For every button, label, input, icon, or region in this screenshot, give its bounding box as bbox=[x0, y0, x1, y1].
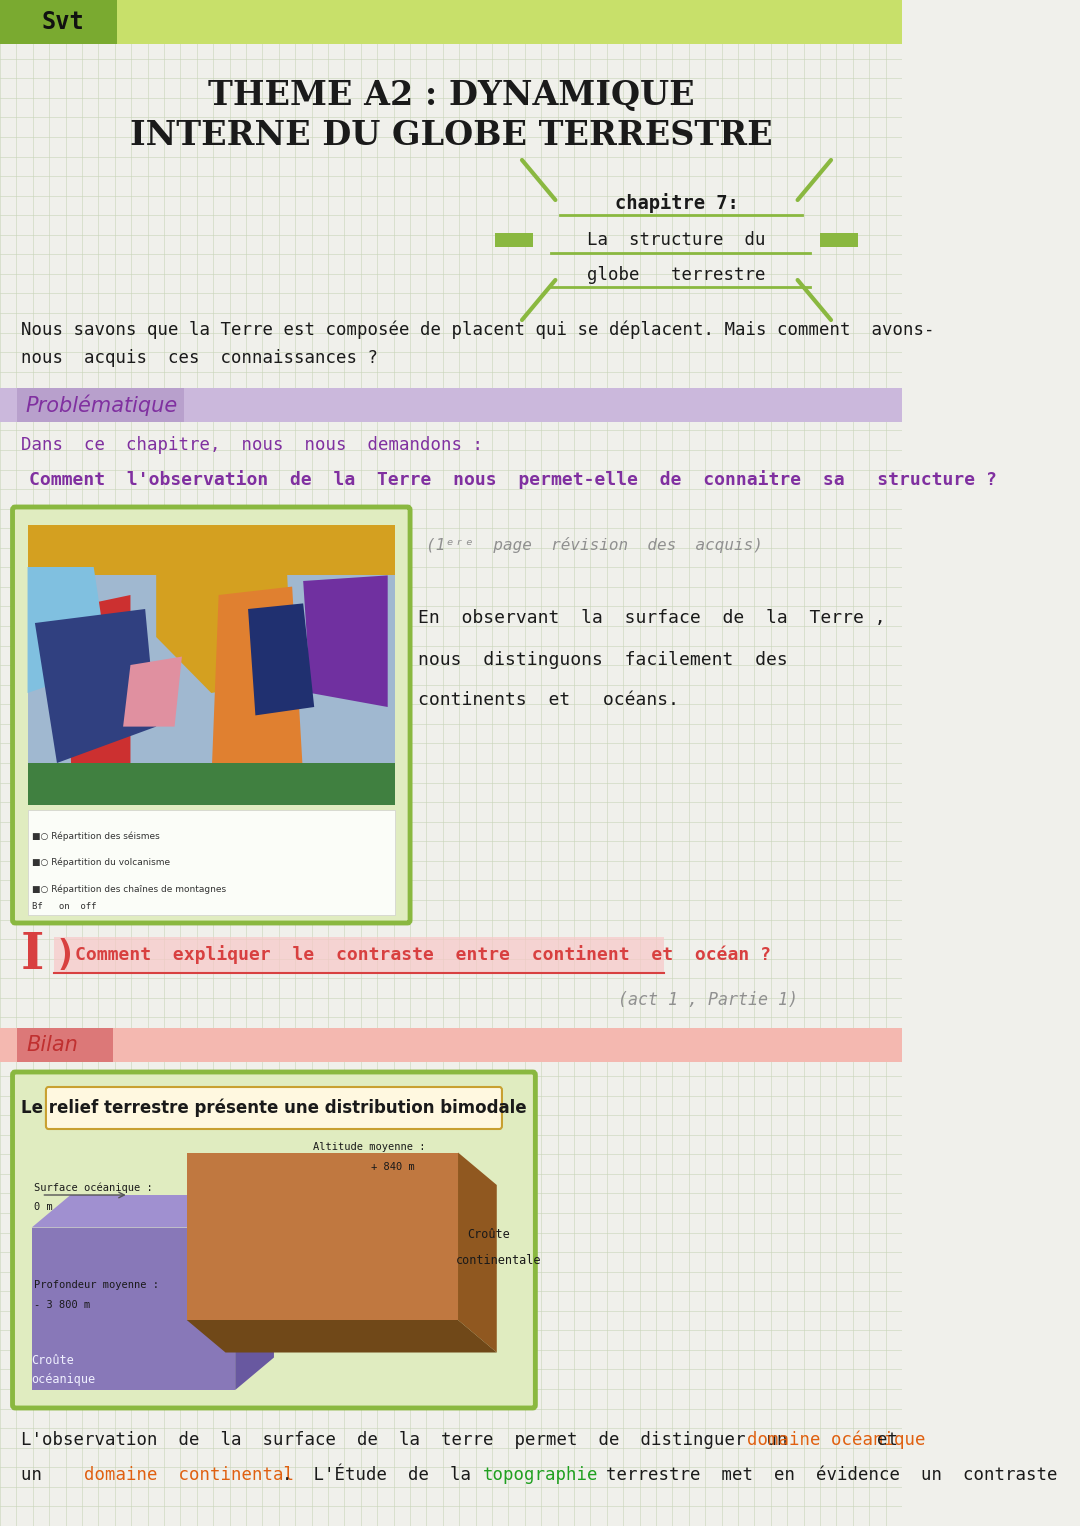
Bar bbox=[28, 525, 395, 806]
Polygon shape bbox=[303, 575, 388, 707]
Text: Croûte: Croûte bbox=[31, 1354, 75, 1366]
Text: globe   terrestre: globe terrestre bbox=[588, 266, 766, 284]
Text: En  observant  la  surface  de  la  Terre ,: En observant la surface de la Terre , bbox=[418, 609, 886, 627]
Polygon shape bbox=[123, 656, 181, 726]
Polygon shape bbox=[35, 609, 157, 763]
Text: océanique: océanique bbox=[31, 1373, 96, 1387]
Bar bbox=[0, 1029, 902, 1062]
Text: ■○ Répartition des séismes: ■○ Répartition des séismes bbox=[31, 832, 160, 841]
Text: I: I bbox=[21, 931, 44, 980]
Text: Problématique: Problématique bbox=[25, 394, 177, 415]
Text: un: un bbox=[21, 1466, 63, 1483]
Polygon shape bbox=[31, 1195, 274, 1227]
Bar bbox=[54, 937, 664, 974]
Text: terrestre  met  en  évidence  un  contraste: terrestre met en évidence un contraste bbox=[584, 1466, 1057, 1483]
Text: Croûte: Croûte bbox=[468, 1228, 511, 1242]
Bar bbox=[16, 388, 184, 423]
Bar bbox=[16, 1029, 112, 1062]
Text: continents  et   océans.: continents et océans. bbox=[418, 691, 678, 710]
Polygon shape bbox=[157, 525, 293, 693]
FancyBboxPatch shape bbox=[13, 507, 410, 923]
Text: chapitre 7:: chapitre 7: bbox=[615, 192, 739, 214]
Polygon shape bbox=[187, 1320, 497, 1352]
Bar bbox=[820, 233, 858, 247]
Text: Bilan: Bilan bbox=[27, 1035, 79, 1054]
Text: Le relief terrestre présente une distribution bimodale: Le relief terrestre présente une distrib… bbox=[22, 1099, 527, 1117]
Bar bbox=[496, 233, 532, 247]
Text: Nous savons que la Terre est composée de placent qui se déplacent. Mais comment : Nous savons que la Terre est composée de… bbox=[21, 320, 934, 339]
Text: Surface océanique :: Surface océanique : bbox=[35, 1183, 153, 1193]
Text: continentale: continentale bbox=[456, 1253, 541, 1267]
Bar bbox=[0, 388, 902, 423]
Text: Comment  l'observation  de  la  Terre  nous  permet-elle  de  connaitre  sa   st: Comment l'observation de la Terre nous p… bbox=[29, 470, 997, 490]
Polygon shape bbox=[31, 1227, 235, 1390]
Text: (act 1 , Partie 1): (act 1 , Partie 1) bbox=[618, 990, 798, 1009]
Text: nous  acquis  ces  connaissances ?: nous acquis ces connaissances ? bbox=[21, 349, 378, 366]
Text: INTERNE DU GLOBE TERRESTRE: INTERNE DU GLOBE TERRESTRE bbox=[130, 119, 772, 151]
Text: domaine  continental: domaine continental bbox=[83, 1466, 294, 1483]
Polygon shape bbox=[187, 1152, 458, 1320]
Polygon shape bbox=[248, 603, 314, 716]
Polygon shape bbox=[65, 595, 131, 777]
Text: ■○ Répartition du volcanisme: ■○ Répartition du volcanisme bbox=[31, 858, 170, 867]
Bar bbox=[0, 0, 902, 44]
Bar bbox=[28, 763, 395, 806]
Bar bbox=[28, 810, 395, 916]
Text: ■○ Répartition des chaînes de montagnes: ■○ Répartition des chaînes de montagnes bbox=[31, 884, 226, 894]
FancyBboxPatch shape bbox=[46, 1087, 502, 1129]
Text: ): ) bbox=[54, 938, 76, 972]
Bar bbox=[28, 525, 395, 575]
Text: THEME A2 : DYNAMIQUE: THEME A2 : DYNAMIQUE bbox=[207, 78, 694, 111]
Text: Altitude moyenne :: Altitude moyenne : bbox=[313, 1143, 426, 1152]
Polygon shape bbox=[458, 1152, 497, 1352]
FancyBboxPatch shape bbox=[13, 1071, 536, 1408]
Text: Bf   on  off: Bf on off bbox=[31, 902, 96, 911]
Polygon shape bbox=[235, 1195, 274, 1390]
Bar bbox=[0, 0, 117, 44]
Text: .  L'Étude  de  la: . L'Étude de la bbox=[282, 1466, 492, 1483]
Text: + 840 m: + 840 m bbox=[370, 1163, 415, 1172]
Polygon shape bbox=[28, 568, 108, 693]
Text: topographie: topographie bbox=[483, 1466, 598, 1483]
Text: nous  distinguons  facilement  des: nous distinguons facilement des bbox=[418, 652, 787, 668]
Text: Svt: Svt bbox=[41, 11, 84, 34]
Text: 0 m: 0 m bbox=[35, 1202, 53, 1213]
Text: et: et bbox=[877, 1431, 897, 1450]
Text: L'observation  de  la  surface  de  la  terre  permet  de  distinguer  un: L'observation de la surface de la terre … bbox=[21, 1431, 808, 1450]
Text: La  structure  du: La structure du bbox=[588, 230, 766, 249]
Text: domaine océanique: domaine océanique bbox=[747, 1431, 926, 1450]
Text: Dans  ce  chapitre,  nous  nous  demandons :: Dans ce chapitre, nous nous demandons : bbox=[21, 436, 483, 455]
Text: (1ᵉʳᵉ  page  révision  des  acquis): (1ᵉʳᵉ page révision des acquis) bbox=[426, 537, 762, 552]
Text: - 3 800 m: - 3 800 m bbox=[35, 1300, 91, 1309]
Text: Profondeur moyenne :: Profondeur moyenne : bbox=[35, 1280, 159, 1289]
Text: Comment  expliquer  le  contraste  entre  continent  et  océan ?: Comment expliquer le contraste entre con… bbox=[76, 946, 771, 964]
Polygon shape bbox=[212, 586, 303, 783]
